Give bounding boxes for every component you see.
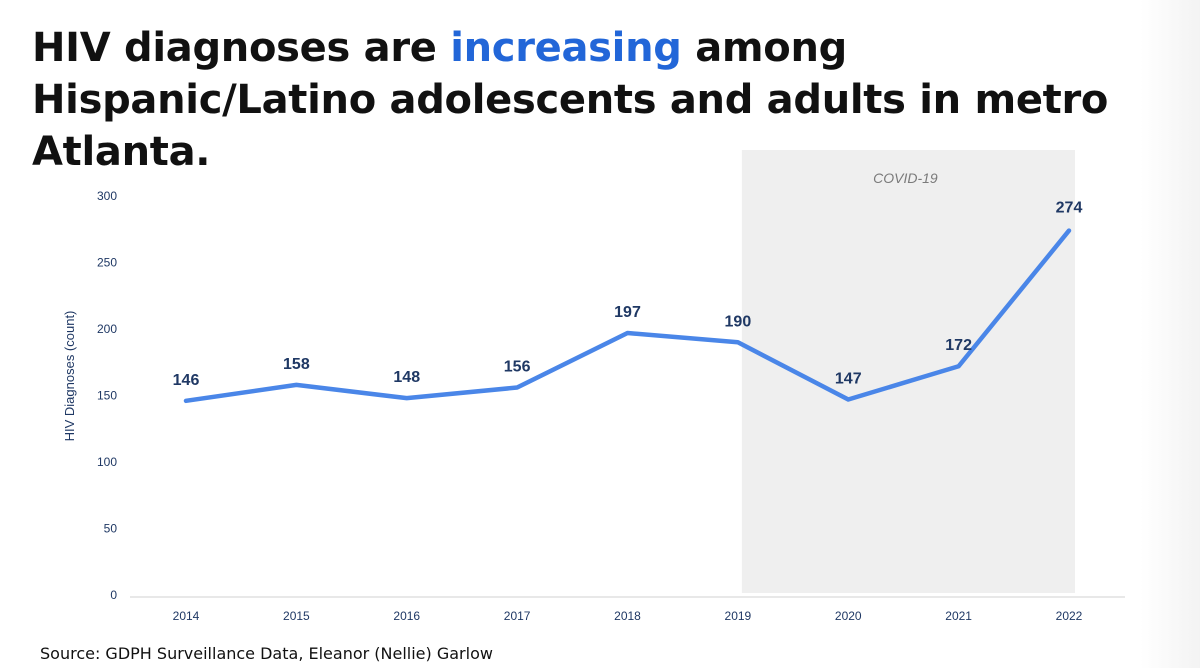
title-text-end: among Hispanic/Latino adolescents and ad…: [32, 25, 1109, 175]
data-label: 190: [725, 313, 752, 330]
x-axis-ticks: 2014 2015 2016 2017 2018 2019 2020 2021 2022: [173, 609, 1083, 623]
edge-shadow: [1140, 0, 1200, 668]
covid-label: COVID-19: [873, 170, 938, 186]
x-tick-label: 2022: [1056, 609, 1083, 623]
data-label: 158: [283, 356, 310, 373]
data-label: 172: [945, 337, 972, 354]
data-label: 147: [835, 370, 862, 387]
x-tick-label: 2016: [393, 609, 420, 623]
y-tick-label: 200: [97, 322, 117, 336]
series-line-hiv-diagnoses: [183, 228, 1072, 404]
x-tick-label: 2019: [725, 609, 752, 623]
x-tick-label: 2021: [945, 609, 972, 623]
y-tick-label: 50: [104, 522, 118, 536]
y-tick-label: 0: [110, 588, 117, 602]
x-tick-label: 2020: [835, 609, 862, 623]
x-tick-label: 2018: [614, 609, 641, 623]
x-tick-label: 2017: [504, 609, 531, 623]
y-tick-label: 150: [97, 389, 117, 403]
source-note: Source: GDPH Surveillance Data, Eleanor …: [40, 644, 493, 663]
y-tick-label: 250: [97, 256, 117, 270]
x-tick-label: 2014: [173, 609, 200, 623]
data-label: 274: [1056, 200, 1083, 217]
x-tick-label: 2015: [283, 609, 310, 623]
data-label: 156: [504, 359, 531, 376]
data-label: 146: [173, 372, 200, 389]
y-tick-label: 100: [97, 455, 117, 469]
title-text-start: HIV diagnoses are: [32, 25, 451, 71]
data-label: 197: [614, 304, 641, 321]
data-label: 148: [393, 369, 420, 386]
y-tick-label: 300: [97, 189, 117, 203]
slide-title: HIV diagnoses are increasing among Hispa…: [32, 22, 1172, 178]
data-labels: 146 158 148 156 197 190 147 172 274: [173, 200, 1083, 389]
y-axis-label: HIV Diagnoses (count): [62, 311, 77, 442]
title-highlight-word: increasing: [450, 25, 682, 71]
y-axis-ticks: 0 50 100 150 200 250 300: [97, 189, 117, 602]
